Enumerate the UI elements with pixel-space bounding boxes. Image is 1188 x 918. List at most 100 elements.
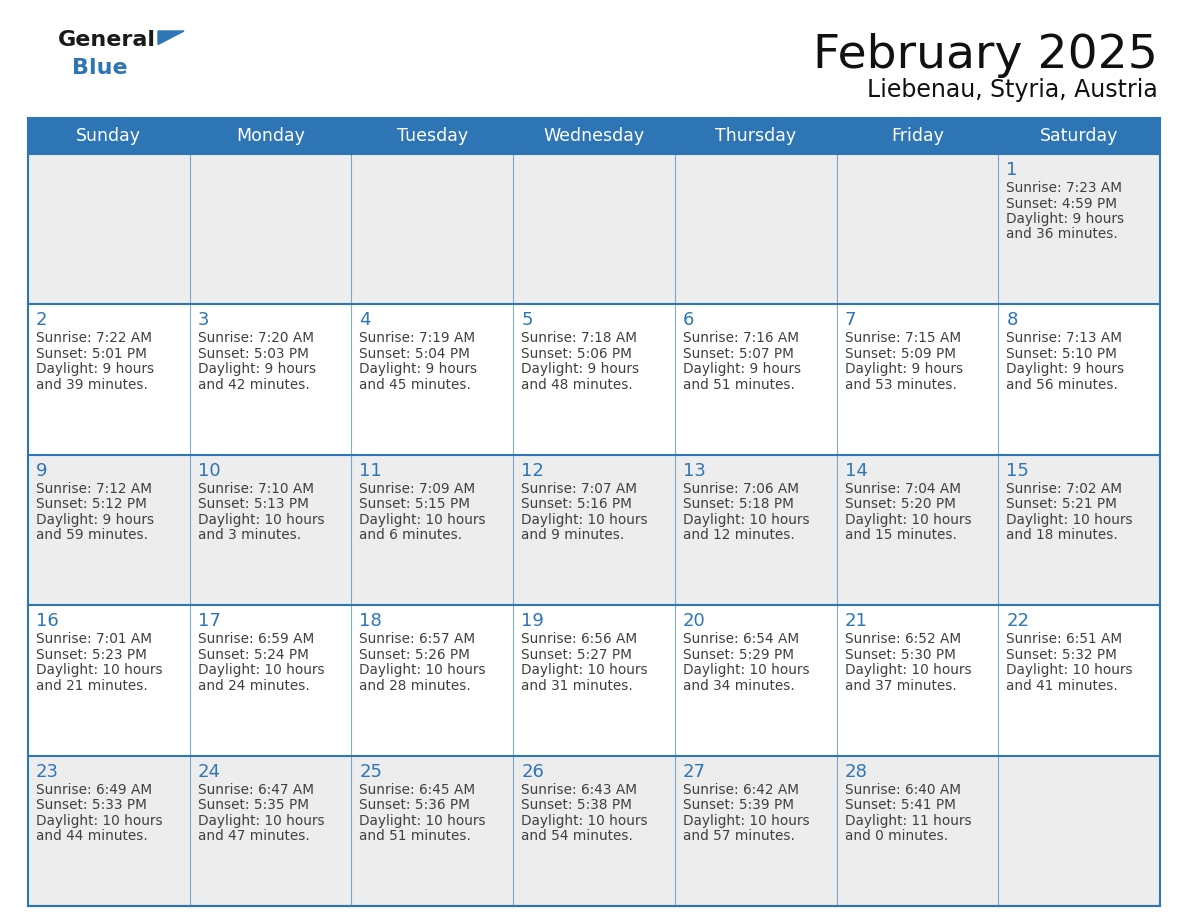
- Text: Sunset: 5:10 PM: Sunset: 5:10 PM: [1006, 347, 1117, 361]
- Text: Sunrise: 7:07 AM: Sunrise: 7:07 AM: [522, 482, 637, 496]
- Text: Sunset: 5:27 PM: Sunset: 5:27 PM: [522, 648, 632, 662]
- Text: 12: 12: [522, 462, 544, 480]
- Text: Sunrise: 6:40 AM: Sunrise: 6:40 AM: [845, 783, 961, 797]
- Text: Sunrise: 7:04 AM: Sunrise: 7:04 AM: [845, 482, 961, 496]
- Text: 3: 3: [197, 311, 209, 330]
- Text: Daylight: 9 hours: Daylight: 9 hours: [1006, 363, 1124, 376]
- Text: Sunrise: 6:56 AM: Sunrise: 6:56 AM: [522, 633, 637, 646]
- Text: Monday: Monday: [236, 127, 305, 145]
- Text: Daylight: 10 hours: Daylight: 10 hours: [197, 513, 324, 527]
- Text: and 6 minutes.: and 6 minutes.: [360, 528, 462, 543]
- Text: Daylight: 9 hours: Daylight: 9 hours: [522, 363, 639, 376]
- Text: Sunday: Sunday: [76, 127, 141, 145]
- Text: Sunset: 5:24 PM: Sunset: 5:24 PM: [197, 648, 309, 662]
- Text: Tuesday: Tuesday: [397, 127, 468, 145]
- Text: Sunrise: 7:06 AM: Sunrise: 7:06 AM: [683, 482, 798, 496]
- Text: Daylight: 10 hours: Daylight: 10 hours: [1006, 663, 1133, 677]
- Text: 26: 26: [522, 763, 544, 780]
- Text: Daylight: 10 hours: Daylight: 10 hours: [683, 663, 809, 677]
- Text: Sunset: 5:41 PM: Sunset: 5:41 PM: [845, 798, 955, 812]
- Text: Sunset: 5:29 PM: Sunset: 5:29 PM: [683, 648, 794, 662]
- Text: Daylight: 9 hours: Daylight: 9 hours: [1006, 212, 1124, 226]
- Text: and 18 minutes.: and 18 minutes.: [1006, 528, 1118, 543]
- Text: Daylight: 10 hours: Daylight: 10 hours: [845, 663, 972, 677]
- Text: Daylight: 11 hours: Daylight: 11 hours: [845, 813, 972, 828]
- Text: and 15 minutes.: and 15 minutes.: [845, 528, 956, 543]
- Text: and 56 minutes.: and 56 minutes.: [1006, 378, 1118, 392]
- Bar: [29, 118, 1159, 154]
- Text: Daylight: 10 hours: Daylight: 10 hours: [360, 813, 486, 828]
- Text: Sunrise: 7:13 AM: Sunrise: 7:13 AM: [1006, 331, 1123, 345]
- Text: Sunrise: 6:51 AM: Sunrise: 6:51 AM: [1006, 633, 1123, 646]
- Text: 6: 6: [683, 311, 694, 330]
- Text: Sunrise: 7:15 AM: Sunrise: 7:15 AM: [845, 331, 961, 345]
- Text: Sunset: 5:09 PM: Sunset: 5:09 PM: [845, 347, 955, 361]
- Text: 13: 13: [683, 462, 706, 480]
- Text: and 57 minutes.: and 57 minutes.: [683, 829, 795, 843]
- Text: Daylight: 10 hours: Daylight: 10 hours: [683, 513, 809, 527]
- Bar: [29, 454, 1159, 605]
- Text: 20: 20: [683, 612, 706, 630]
- Text: 28: 28: [845, 763, 867, 780]
- Text: Sunset: 5:35 PM: Sunset: 5:35 PM: [197, 798, 309, 812]
- Text: 9: 9: [36, 462, 48, 480]
- Text: and 28 minutes.: and 28 minutes.: [360, 678, 472, 693]
- Text: 2: 2: [36, 311, 48, 330]
- Text: Sunset: 5:23 PM: Sunset: 5:23 PM: [36, 648, 147, 662]
- Text: Sunrise: 6:52 AM: Sunrise: 6:52 AM: [845, 633, 961, 646]
- Text: Daylight: 10 hours: Daylight: 10 hours: [36, 813, 163, 828]
- Text: and 12 minutes.: and 12 minutes.: [683, 528, 795, 543]
- Text: and 41 minutes.: and 41 minutes.: [1006, 678, 1118, 693]
- Text: 4: 4: [360, 311, 371, 330]
- Text: 11: 11: [360, 462, 383, 480]
- Text: Sunset: 5:21 PM: Sunset: 5:21 PM: [1006, 498, 1117, 511]
- Text: Daylight: 10 hours: Daylight: 10 hours: [360, 513, 486, 527]
- Text: 21: 21: [845, 612, 867, 630]
- Text: Sunrise: 7:23 AM: Sunrise: 7:23 AM: [1006, 181, 1123, 195]
- Text: Sunrise: 7:09 AM: Sunrise: 7:09 AM: [360, 482, 475, 496]
- Text: Sunset: 5:07 PM: Sunset: 5:07 PM: [683, 347, 794, 361]
- Text: 24: 24: [197, 763, 221, 780]
- Text: Sunrise: 6:47 AM: Sunrise: 6:47 AM: [197, 783, 314, 797]
- Text: Sunset: 5:20 PM: Sunset: 5:20 PM: [845, 498, 955, 511]
- Text: and 0 minutes.: and 0 minutes.: [845, 829, 948, 843]
- Text: Sunrise: 6:43 AM: Sunrise: 6:43 AM: [522, 783, 637, 797]
- Text: Sunrise: 6:57 AM: Sunrise: 6:57 AM: [360, 633, 475, 646]
- Text: Sunrise: 7:16 AM: Sunrise: 7:16 AM: [683, 331, 798, 345]
- Text: 19: 19: [522, 612, 544, 630]
- Text: Sunset: 5:01 PM: Sunset: 5:01 PM: [36, 347, 147, 361]
- Text: Sunrise: 6:42 AM: Sunrise: 6:42 AM: [683, 783, 798, 797]
- Text: Daylight: 10 hours: Daylight: 10 hours: [360, 663, 486, 677]
- Text: Sunset: 5:15 PM: Sunset: 5:15 PM: [360, 498, 470, 511]
- Text: and 36 minutes.: and 36 minutes.: [1006, 228, 1118, 241]
- Text: Liebenau, Styria, Austria: Liebenau, Styria, Austria: [867, 78, 1158, 102]
- Text: and 31 minutes.: and 31 minutes.: [522, 678, 633, 693]
- Text: and 9 minutes.: and 9 minutes.: [522, 528, 625, 543]
- Text: Daylight: 10 hours: Daylight: 10 hours: [683, 813, 809, 828]
- Text: 17: 17: [197, 612, 221, 630]
- Text: 18: 18: [360, 612, 383, 630]
- Text: 5: 5: [522, 311, 532, 330]
- Bar: [29, 154, 1159, 305]
- Bar: [29, 605, 1159, 756]
- Text: 23: 23: [36, 763, 59, 780]
- Text: and 45 minutes.: and 45 minutes.: [360, 378, 472, 392]
- Text: Sunrise: 6:59 AM: Sunrise: 6:59 AM: [197, 633, 314, 646]
- Text: February 2025: February 2025: [813, 33, 1158, 78]
- Text: 22: 22: [1006, 612, 1029, 630]
- Text: Sunset: 5:16 PM: Sunset: 5:16 PM: [522, 498, 632, 511]
- Text: and 44 minutes.: and 44 minutes.: [36, 829, 147, 843]
- Text: Sunrise: 7:12 AM: Sunrise: 7:12 AM: [36, 482, 152, 496]
- Text: and 37 minutes.: and 37 minutes.: [845, 678, 956, 693]
- Text: 15: 15: [1006, 462, 1029, 480]
- Text: Sunrise: 6:45 AM: Sunrise: 6:45 AM: [360, 783, 475, 797]
- Text: 27: 27: [683, 763, 706, 780]
- Text: 14: 14: [845, 462, 867, 480]
- Text: Sunset: 5:36 PM: Sunset: 5:36 PM: [360, 798, 470, 812]
- Text: Sunset: 5:06 PM: Sunset: 5:06 PM: [522, 347, 632, 361]
- Text: Daylight: 9 hours: Daylight: 9 hours: [683, 363, 801, 376]
- Text: 25: 25: [360, 763, 383, 780]
- Polygon shape: [158, 31, 184, 44]
- Text: Sunset: 5:13 PM: Sunset: 5:13 PM: [197, 498, 309, 511]
- Text: and 51 minutes.: and 51 minutes.: [683, 378, 795, 392]
